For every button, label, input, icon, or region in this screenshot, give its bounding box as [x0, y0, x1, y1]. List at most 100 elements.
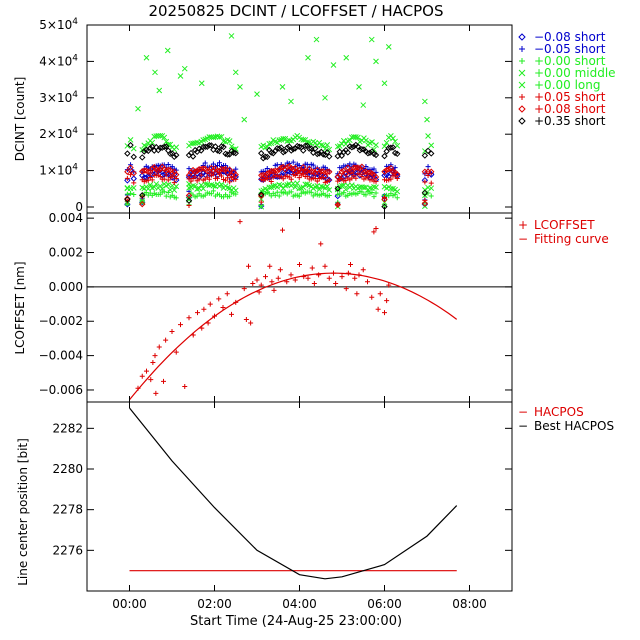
lcoffset-point	[292, 277, 298, 283]
dcint-point	[394, 188, 401, 195]
dcint-point	[300, 147, 307, 154]
dcint-point	[173, 144, 180, 151]
lcoffset-point	[195, 310, 200, 316]
legend-label: +0.00 short	[534, 54, 606, 68]
lcoffset-point	[248, 320, 254, 326]
dcint-point	[218, 181, 225, 188]
dcint-point	[206, 176, 212, 182]
dcint-point	[284, 167, 291, 175]
dcint-outlier	[254, 91, 260, 98]
lcoffset-point	[331, 270, 336, 276]
dcint-point	[202, 160, 208, 166]
lcoffset-y-ticks: −0.006 −0.004 −0.002 0.000 0.002 0.004	[39, 211, 512, 397]
dcint-point	[286, 137, 293, 144]
dcint-point	[320, 151, 327, 158]
y-tick-label: 0	[75, 200, 83, 214]
lcoffset-point	[333, 280, 339, 286]
dcint-point	[288, 176, 294, 182]
dcint-point	[173, 151, 180, 159]
dcint-point	[189, 153, 197, 160]
dcint-point	[206, 142, 213, 149]
dcint-point	[344, 164, 352, 171]
dcint-point	[171, 187, 178, 193]
dcint-outlier	[156, 87, 163, 94]
lcoffset-point	[288, 272, 294, 278]
dcint-point	[131, 180, 137, 186]
dcint-point	[210, 167, 217, 174]
lcoffset-point	[284, 279, 290, 285]
legend-entry: − Fitting curve	[518, 232, 609, 246]
lcoffset-point	[246, 263, 251, 269]
dcint-point	[124, 168, 131, 175]
dcint-point	[264, 170, 271, 177]
dcint-point	[149, 139, 156, 146]
dcint-point	[336, 148, 343, 155]
dcint-point	[165, 162, 171, 168]
lcoffset-point	[205, 320, 211, 326]
x-tick-label: 02:00	[197, 597, 232, 611]
lcoffset-point	[224, 291, 230, 297]
legend-entry: − Best HACPOS	[518, 419, 614, 433]
hacpos-plot-frame	[86, 401, 513, 592]
y-tick-label: 0.004	[49, 211, 83, 225]
x-tick-label: 04:00	[282, 597, 317, 611]
dcint-point	[296, 143, 303, 150]
dcint-point	[296, 193, 302, 199]
dcint-point	[171, 153, 178, 161]
dcint-point	[161, 176, 167, 182]
dcint-point	[300, 137, 307, 143]
dcint-point	[372, 173, 380, 181]
lcoffset-point	[250, 280, 256, 286]
dcint-point	[388, 185, 394, 192]
dcint-point	[232, 171, 239, 178]
x-tick-label: 00:00	[112, 597, 147, 611]
legend-entry: −0.05 short	[519, 42, 606, 56]
lcoffset-point	[161, 378, 166, 384]
lcoffset-point	[207, 301, 213, 307]
lcoffset-point	[169, 329, 175, 335]
dcint-point	[276, 137, 283, 143]
dcint-point	[186, 166, 192, 172]
legend-entry: +0.05 short	[519, 90, 606, 104]
dcint-point	[364, 169, 372, 177]
dcint-outlier	[288, 98, 294, 105]
dcint-outlier	[232, 69, 239, 76]
legend-symbol: −	[518, 232, 528, 246]
dcint-point	[130, 170, 137, 177]
dcint-point	[363, 137, 369, 144]
dcint-point	[194, 139, 200, 146]
dcint-point	[346, 137, 353, 144]
dcint-point	[157, 183, 164, 189]
dcint-point	[388, 162, 394, 168]
dcint-point	[428, 168, 435, 175]
dcint-point	[371, 183, 377, 190]
dcint-point	[258, 191, 265, 198]
lcoffset-point	[371, 229, 377, 235]
dcint-point	[314, 150, 321, 158]
dcint-legend: −0.08 short−0.05 short+0.00 short+0.00 m…	[518, 30, 616, 128]
lcoffset-point	[150, 359, 156, 365]
dcint-point	[290, 166, 297, 173]
dcint-point	[139, 194, 145, 200]
dcint-point	[262, 172, 269, 179]
dcint-point	[381, 196, 388, 203]
x-tick-label: 06:00	[367, 597, 402, 611]
dcint-point	[363, 192, 369, 198]
legend-marker	[518, 33, 526, 41]
lcoffset-point	[212, 313, 217, 319]
dcint-point	[214, 163, 220, 169]
dcint-point	[371, 146, 377, 153]
dcint-point	[190, 140, 196, 147]
dcint-point	[342, 186, 349, 193]
dcint-point	[278, 164, 285, 171]
dcint-point	[161, 134, 168, 141]
dcint-point	[192, 183, 198, 190]
dcint-point	[165, 181, 172, 188]
dcint-point	[139, 147, 146, 153]
dcint-point	[218, 133, 225, 140]
dcint-point	[326, 153, 333, 160]
dcint-point	[335, 202, 341, 208]
dcint-outlier	[330, 62, 337, 68]
dcint-point	[127, 141, 134, 149]
dcint-point	[314, 178, 320, 184]
